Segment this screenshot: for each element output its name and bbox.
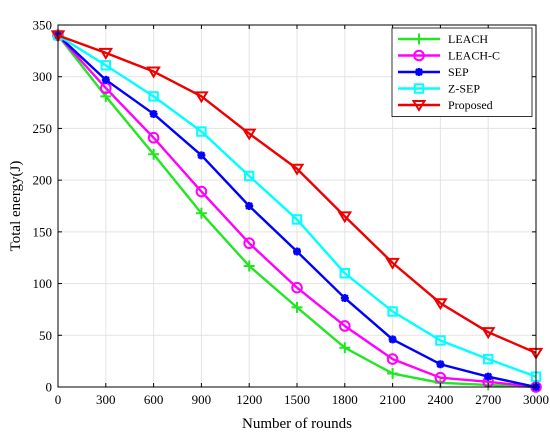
legend-item: LEACH	[398, 32, 488, 46]
series-line	[57, 34, 537, 354]
legend-label: LEACH	[448, 32, 488, 46]
data-point	[337, 211, 353, 224]
data-point	[291, 214, 303, 225]
data-point	[385, 257, 400, 270]
legend-swatch-marker	[411, 100, 427, 112]
x-tick-label: 300	[96, 392, 116, 407]
legend-item: Z-SEP	[398, 82, 480, 96]
data-point	[434, 371, 447, 384]
x-tick-label: 3000	[523, 392, 549, 407]
data-point	[435, 335, 446, 346]
data-point-core	[294, 248, 300, 255]
data-point	[244, 170, 255, 182]
series-line	[57, 34, 537, 389]
legend: LEACH LEACH-C SEP Z-SEP Proposed	[391, 27, 533, 117]
data-point-core	[102, 76, 109, 83]
data-point	[243, 237, 255, 250]
data-point-core	[246, 203, 253, 209]
y-tick-label: 100	[33, 276, 53, 291]
x-tick-label: 1500	[284, 392, 310, 407]
data-point	[289, 163, 305, 176]
x-tick-label: 600	[144, 392, 164, 407]
data-point	[100, 60, 111, 71]
x-tick-label: 2700	[475, 392, 501, 407]
y-tick-label: 150	[33, 224, 53, 239]
data-point	[291, 301, 303, 313]
y-axis-title: Total energy(J)	[8, 161, 24, 252]
legend-item: Proposed	[398, 98, 493, 112]
legend-label: Z-SEP	[448, 82, 480, 96]
axis-ticks: 0 300 600 900 1200 1500 1800 2100 2400 2700 3000 0 5…	[33, 18, 550, 408]
legend-swatch-marker	[413, 33, 425, 45]
y-tick-label: 300	[33, 69, 53, 84]
data-point	[147, 131, 160, 144]
data-point	[241, 128, 257, 141]
data-point	[291, 281, 303, 294]
y-tick-label: 250	[33, 121, 53, 136]
y-tick-label: 350	[33, 18, 53, 33]
x-tick-label: 0	[55, 392, 62, 407]
data-point-core	[341, 295, 348, 302]
data-point-core	[389, 336, 396, 343]
x-tick-label: 2100	[380, 392, 406, 407]
legend-swatch-marker	[413, 49, 425, 62]
data-point	[243, 260, 255, 272]
legend-label: SEP	[448, 65, 469, 79]
data-point-core	[485, 373, 492, 380]
data-point	[148, 91, 159, 102]
data-point-core	[437, 361, 444, 368]
y-tick-label: 50	[39, 328, 52, 343]
data-point	[339, 320, 351, 332]
data-point	[98, 47, 114, 60]
legend-item: SEP	[398, 65, 469, 79]
data-point	[195, 185, 208, 198]
legend-swatch-marker	[413, 83, 425, 94]
data-point	[387, 306, 398, 317]
y-tick-label: 0	[46, 380, 53, 395]
data-point	[148, 148, 160, 160]
data-point	[339, 342, 351, 354]
x-axis-title: Number of rounds	[242, 416, 352, 432]
x-tick-label: 900	[192, 392, 212, 407]
data-point	[386, 353, 399, 365]
legend-swatch-marker-core	[416, 69, 422, 75]
data-point	[146, 66, 161, 79]
series-lines	[50, 29, 544, 393]
series-line	[57, 34, 537, 378]
data-point	[196, 126, 207, 137]
data-point	[195, 207, 207, 219]
x-tick-label: 1800	[332, 392, 358, 407]
legend-item: LEACH-C	[398, 49, 500, 63]
data-point-core	[150, 110, 157, 117]
legend-label: LEACH-C	[448, 49, 500, 63]
y-tick-label: 200	[33, 173, 53, 188]
data-point	[483, 353, 494, 365]
x-tick-label: 1200	[236, 392, 262, 407]
legend-label: Proposed	[448, 98, 493, 112]
data-point	[480, 327, 496, 340]
data-point	[387, 368, 399, 380]
data-point	[433, 298, 448, 311]
series-z-sep	[52, 30, 542, 382]
data-point	[194, 91, 209, 104]
data-point	[339, 268, 351, 279]
x-tick-label: 2400	[427, 392, 453, 407]
data-point-core	[198, 152, 205, 159]
